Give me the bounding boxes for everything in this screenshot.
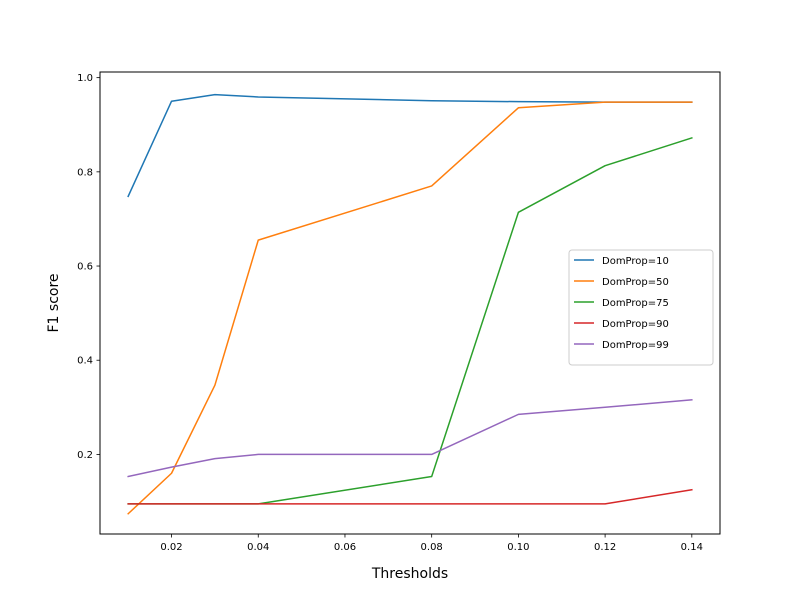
legend-label-0: DomProp=10 <box>602 256 669 267</box>
y-tick-label: 0.8 <box>77 167 93 178</box>
y-tick-label: 0.4 <box>77 356 93 367</box>
series-line-1 <box>127 101 693 515</box>
x-tick-label: 0.02 <box>160 542 182 553</box>
plot-frame <box>99 71 721 535</box>
legend-label-3: DomProp=90 <box>602 319 669 330</box>
legend-box <box>568 249 714 366</box>
legend-label-2: DomProp=75 <box>602 298 669 309</box>
y-axis: 0.2 0.4 0.6 0.8 1.0 <box>77 73 100 461</box>
legend-label-4: DomProp=99 <box>602 340 669 351</box>
x-axis-title: Thresholds <box>371 566 448 582</box>
y-tick-label: 0.2 <box>77 450 93 461</box>
x-axis: 0.02 0.04 0.06 0.08 0.10 0.12 0.14 <box>160 534 703 553</box>
y-axis-title: F1 score <box>46 273 62 332</box>
legend-label-1: DomProp=50 <box>602 277 669 288</box>
x-tick-label: 0.14 <box>681 542 703 553</box>
x-tick-label: 0.08 <box>421 542 443 553</box>
x-tick-label: 0.04 <box>247 542 269 553</box>
plot-lines <box>127 93 693 515</box>
series-line-3 <box>127 488 693 505</box>
x-tick-label: 0.12 <box>594 542 616 553</box>
x-tick-label: 0.10 <box>507 542 529 553</box>
y-tick-label: 1.0 <box>77 73 93 84</box>
y-tick-label: 0.6 <box>77 262 93 273</box>
legend: DomProp=10 DomProp=50 DomProp=75 DomProp=90… <box>568 249 714 366</box>
x-tick-label: 0.06 <box>334 542 356 553</box>
series-line-4 <box>127 398 693 478</box>
series-line-0 <box>127 93 693 198</box>
